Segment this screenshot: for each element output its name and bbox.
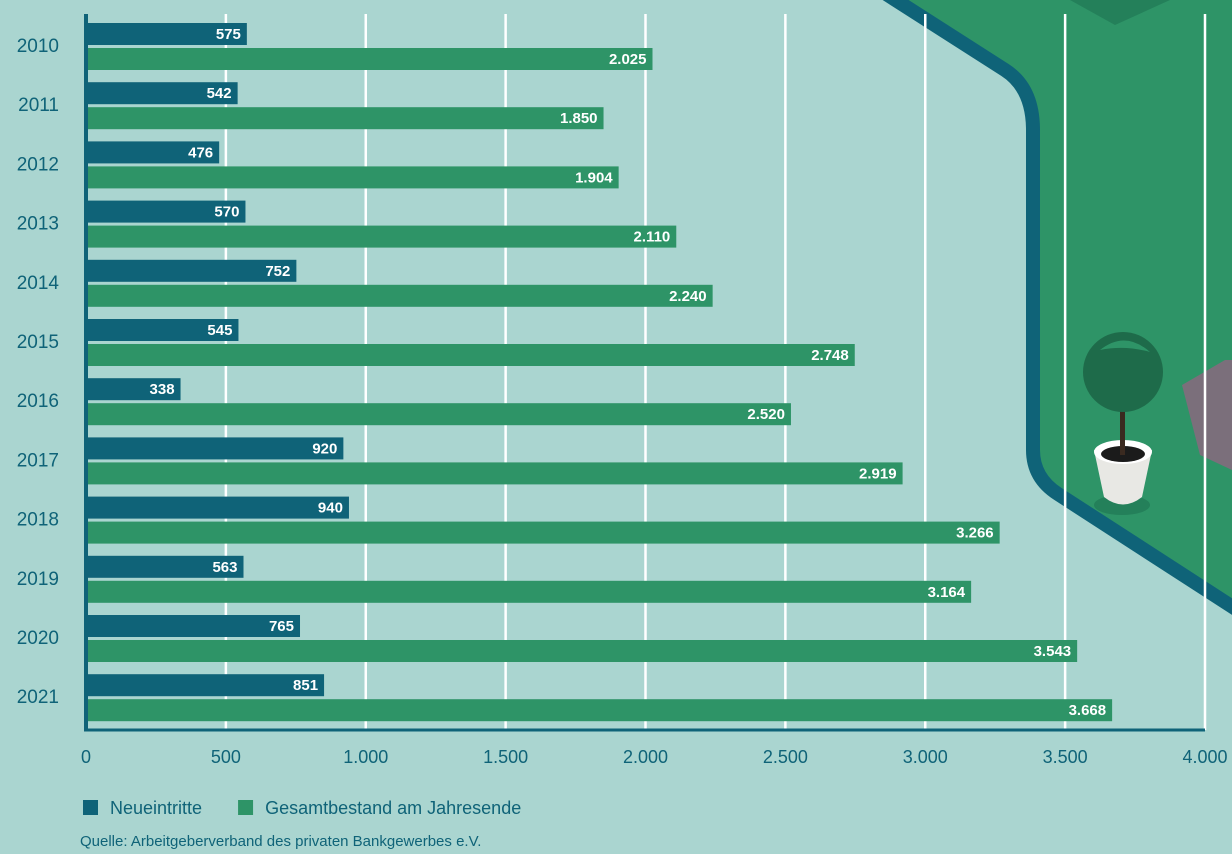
value-label: 575 — [216, 26, 241, 43]
legend-swatch — [238, 800, 254, 815]
value-label: 752 — [265, 263, 290, 280]
value-label: 851 — [293, 677, 318, 694]
bar — [86, 48, 653, 70]
value-label: 1.850 — [560, 110, 598, 127]
value-label: 545 — [207, 322, 232, 339]
y-tick-label: 2017 — [17, 450, 59, 471]
y-tick-label: 2020 — [17, 628, 59, 649]
y-tick-label: 2015 — [17, 332, 59, 353]
y-tick-label: 2010 — [17, 36, 59, 57]
value-label: 3.164 — [928, 584, 966, 601]
y-tick-label: 2016 — [17, 391, 59, 412]
x-tick-label: 0 — [81, 747, 91, 767]
x-tick-label: 4.000 — [1182, 747, 1227, 767]
value-label: 2.919 — [859, 465, 897, 482]
value-label: 2.240 — [669, 288, 707, 305]
decoration — [882, 0, 1232, 615]
x-tick-label: 3.500 — [1043, 747, 1088, 767]
bar — [86, 521, 1000, 544]
bar — [86, 580, 972, 603]
bar — [86, 615, 301, 637]
bar — [86, 23, 247, 45]
legend-label: Neueintritte — [110, 798, 202, 818]
bar — [86, 166, 619, 189]
grid: 0 500 1.000 1.500 2.000 2.500 3.000 3.500 4.000 — [81, 14, 1228, 767]
value-label: 940 — [318, 500, 343, 517]
value-label: 2.748 — [811, 347, 849, 364]
bar — [86, 319, 239, 341]
value-label: 2.025 — [609, 51, 647, 68]
bar — [86, 674, 325, 697]
value-label: 542 — [207, 85, 232, 102]
x-tick-label: 1.500 — [483, 747, 528, 767]
x-tick-label: 500 — [211, 747, 241, 767]
bar — [86, 496, 349, 519]
x-tick-label: 1.000 — [343, 747, 388, 767]
bar — [86, 225, 677, 248]
value-label: 920 — [312, 440, 337, 457]
value-label: 2.520 — [747, 406, 785, 423]
x-tick-label: 2.000 — [623, 747, 668, 767]
bar — [86, 284, 713, 307]
bar — [86, 462, 903, 485]
bar — [86, 378, 181, 401]
legend-label: Gesamtbestand am Jahresende — [265, 798, 521, 818]
y-tick-label: 2021 — [17, 687, 59, 708]
y-tick-label: 2013 — [17, 214, 59, 235]
bars: 2010 575 2.025 2011 542 1.850 2012 476 1.904 2013… — [17, 23, 1113, 722]
y-tick-label: 2018 — [17, 510, 59, 531]
value-label: 765 — [269, 618, 294, 635]
bar — [86, 437, 344, 460]
value-label: 476 — [188, 144, 213, 161]
bar — [86, 403, 791, 426]
x-tick-label: 3.000 — [903, 747, 948, 767]
y-tick-label: 2011 — [18, 95, 59, 116]
x-tick-label: 2.500 — [763, 747, 808, 767]
bar — [86, 200, 246, 223]
bar — [86, 344, 855, 366]
bar — [86, 259, 297, 282]
bar — [86, 555, 244, 578]
y-tick-label: 2014 — [17, 273, 60, 294]
value-label: 338 — [150, 381, 175, 398]
value-label: 2.110 — [634, 229, 671, 246]
legend-swatch — [83, 800, 98, 815]
bar — [86, 82, 238, 105]
bar — [86, 141, 220, 164]
bar — [86, 640, 1078, 662]
value-label: 3.543 — [1034, 643, 1072, 660]
source: Quelle: Arbeitgeberverband des privaten … — [80, 833, 481, 850]
legend: Neueintritte Gesamtbestand am Jahresende — [83, 798, 521, 818]
bar — [86, 699, 1113, 722]
value-label: 570 — [214, 204, 239, 221]
y-tick-label: 2019 — [17, 569, 59, 590]
y-tick-label: 2012 — [17, 154, 59, 175]
bar — [86, 107, 604, 130]
value-label: 1.904 — [575, 169, 613, 186]
value-label: 3.266 — [956, 525, 994, 542]
value-label: 563 — [212, 559, 237, 576]
value-label: 3.668 — [1069, 702, 1107, 719]
